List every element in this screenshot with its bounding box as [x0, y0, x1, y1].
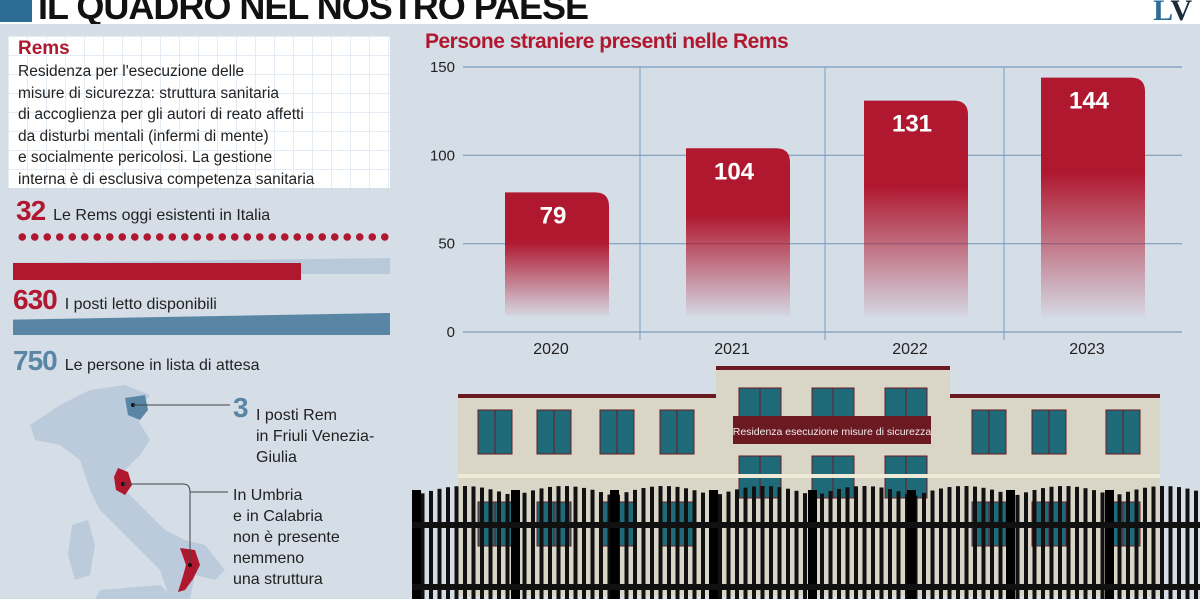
- data-label: 131: [892, 111, 932, 138]
- beds-bar: [13, 263, 301, 280]
- definition-heading: Rems: [18, 38, 70, 59]
- sicily-shape: [95, 585, 175, 599]
- stat-waiting-list: 750 Le persone in lista di attesa: [13, 345, 260, 377]
- data-label: 79: [540, 202, 567, 229]
- waiting-list-bar: [13, 313, 390, 335]
- calabria-region: [178, 548, 200, 592]
- x-tick-label: 2023: [1069, 341, 1105, 358]
- data-label: 144: [1069, 88, 1110, 115]
- stat-label: I posti letto disponibili: [64, 296, 217, 313]
- friuli-note: 3: [233, 392, 249, 424]
- italy-map: [30, 385, 230, 599]
- stat-rems-count: 32 Le Rems oggi esistenti in Italia: [16, 195, 270, 227]
- friuli-value: 3: [233, 392, 249, 423]
- stat-value: 750: [13, 345, 58, 376]
- x-tick-label: 2020: [533, 341, 569, 358]
- stat-label: Le persone in lista di attesa: [64, 357, 260, 374]
- bar-2021: [686, 148, 790, 316]
- italy-shape: [30, 385, 225, 599]
- stat-value: 32: [16, 195, 46, 226]
- definition-box: Rems Residenza per l'esecuzione delle mi…: [8, 36, 390, 188]
- stat-beds: 630 I posti letto disponibili: [13, 284, 217, 316]
- rems-dots: [16, 232, 390, 242]
- logo: LV: [1153, 0, 1192, 27]
- sardinia-shape: [68, 520, 95, 580]
- data-label: 104: [714, 158, 755, 185]
- y-tick-label: 150: [430, 59, 455, 76]
- building-sign-text: Residenza esecuzione misure di sicurezza: [733, 426, 932, 438]
- stat-label: Le Rems oggi esistenti in Italia: [53, 207, 271, 224]
- bar-2022: [864, 100, 968, 316]
- page-title: IL QUADRO NEL NOSTRO PAESE: [38, 0, 589, 24]
- bar-2023: [1041, 77, 1145, 316]
- building-sign: [733, 416, 931, 444]
- y-tick-label: 50: [438, 236, 455, 253]
- fence: [412, 486, 1200, 599]
- x-tick-label: 2022: [892, 341, 928, 358]
- umbria-region: [114, 468, 132, 495]
- stat-value: 630: [13, 284, 58, 315]
- header-accent-square: [0, 0, 32, 22]
- x-tick-label: 2021: [714, 341, 750, 358]
- rems-building-illustration: Residenza esecuzione misure di sicurezza: [412, 366, 1200, 599]
- bar-chart: 0 50 100 150 79 2020 104 2021 131 2022 144 2023: [430, 59, 1182, 358]
- y-tick-label: 100: [430, 147, 455, 164]
- definition-text: Residenza per l'esecuzione delle misure …: [18, 63, 315, 188]
- y-tick-label: 0: [447, 324, 455, 341]
- umbria-calabria-note: In Umbria e in Calabria non è presente n…: [233, 487, 340, 588]
- friuli-text: I posti Rem in Friuli Venezia- Giulia: [256, 407, 375, 466]
- chart-title: Persone straniere presenti nelle Rems: [425, 30, 789, 53]
- bar-2020: [505, 192, 609, 316]
- header: IL QUADRO NEL NOSTRO PAESE: [0, 0, 1200, 24]
- friuli-region: [125, 395, 148, 420]
